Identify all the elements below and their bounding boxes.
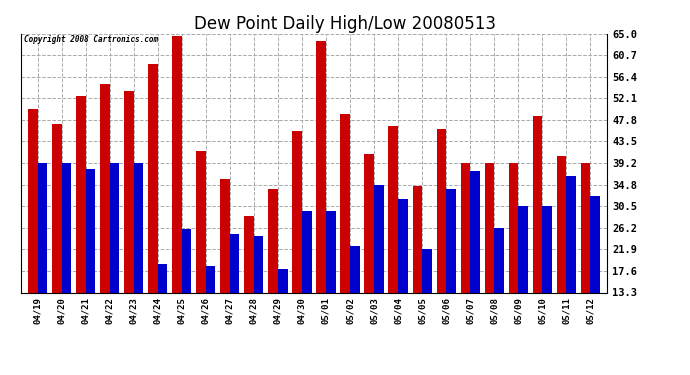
Bar: [76, 96, 86, 359]
Bar: [413, 186, 422, 359]
Bar: [446, 189, 456, 359]
Bar: [244, 216, 254, 359]
Text: Copyright 2008 Cartronics.com: Copyright 2008 Cartronics.com: [23, 35, 158, 44]
Bar: [533, 116, 542, 359]
Bar: [302, 211, 312, 359]
Bar: [254, 237, 264, 359]
Text: Dew Point Daily High/Low 20080513: Dew Point Daily High/Low 20080513: [194, 15, 496, 33]
Bar: [316, 41, 326, 359]
Bar: [566, 176, 576, 359]
Bar: [230, 234, 239, 359]
Bar: [494, 228, 504, 359]
Bar: [61, 163, 71, 359]
Bar: [86, 169, 95, 359]
Bar: [220, 179, 230, 359]
Bar: [148, 64, 158, 359]
Bar: [398, 199, 408, 359]
Bar: [470, 171, 480, 359]
Bar: [172, 36, 181, 359]
Bar: [124, 91, 134, 359]
Bar: [591, 196, 600, 359]
Bar: [206, 267, 215, 359]
Bar: [340, 114, 350, 359]
Bar: [134, 163, 144, 359]
Bar: [350, 246, 359, 359]
Bar: [278, 269, 288, 359]
Bar: [37, 163, 47, 359]
Bar: [374, 185, 384, 359]
Bar: [181, 229, 191, 359]
Bar: [388, 126, 398, 359]
Bar: [518, 206, 528, 359]
Bar: [52, 124, 61, 359]
Bar: [437, 129, 446, 359]
Bar: [326, 211, 335, 359]
Bar: [422, 249, 432, 359]
Bar: [542, 206, 552, 359]
Bar: [100, 84, 110, 359]
Bar: [196, 152, 206, 359]
Bar: [364, 154, 374, 359]
Bar: [158, 264, 168, 359]
Bar: [461, 163, 470, 359]
Bar: [509, 163, 518, 359]
Bar: [110, 163, 119, 359]
Bar: [268, 189, 278, 359]
Bar: [557, 156, 566, 359]
Bar: [484, 163, 494, 359]
Bar: [581, 163, 591, 359]
Bar: [293, 131, 302, 359]
Bar: [28, 109, 37, 359]
